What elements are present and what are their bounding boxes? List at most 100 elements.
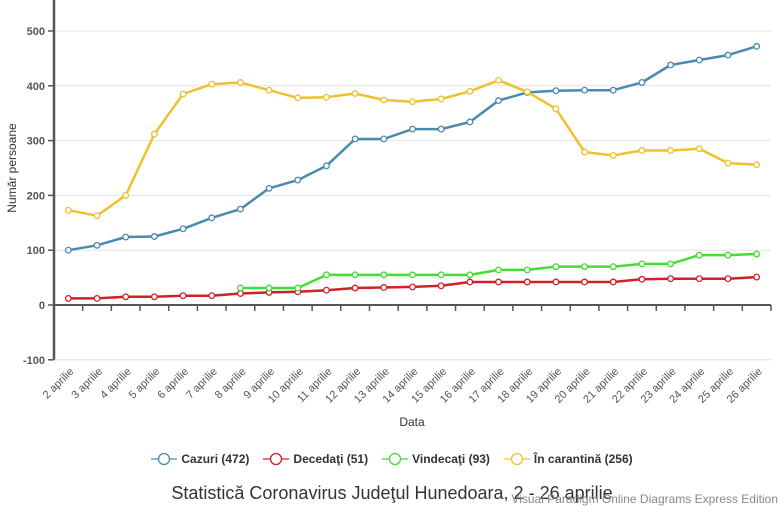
legend-item[interactable]: În carantină (256) (503, 452, 633, 466)
data-point[interactable] (581, 86, 589, 94)
data-point[interactable] (724, 251, 732, 259)
data-point[interactable] (380, 135, 388, 143)
data-point[interactable] (466, 278, 474, 286)
data-point[interactable] (437, 271, 445, 279)
data-point[interactable] (667, 147, 675, 154)
data-point[interactable] (667, 275, 675, 283)
data-point[interactable] (695, 275, 703, 283)
data-point[interactable] (523, 278, 531, 286)
data-point[interactable] (150, 233, 158, 240)
data-point[interactable] (609, 278, 617, 286)
data-point[interactable] (150, 293, 158, 301)
data-point[interactable] (495, 97, 502, 105)
data-point[interactable] (552, 87, 560, 95)
data-point[interactable] (64, 294, 72, 302)
data-point[interactable] (466, 118, 474, 126)
data-point[interactable] (638, 147, 646, 154)
data-point[interactable] (93, 241, 101, 249)
data-point[interactable] (409, 125, 416, 133)
legend-item[interactable]: Decedaţi (51) (263, 452, 368, 466)
data-point[interactable] (93, 294, 101, 302)
data-point[interactable] (323, 271, 330, 279)
data-point[interactable] (638, 260, 646, 268)
data-point[interactable] (609, 263, 617, 271)
data-point[interactable] (236, 290, 244, 297)
data-point[interactable] (351, 271, 359, 279)
data-point[interactable] (351, 284, 359, 292)
data-point[interactable] (294, 284, 302, 292)
data-point[interactable] (122, 191, 130, 199)
data-point[interactable] (695, 145, 703, 153)
data-point[interactable] (265, 284, 273, 292)
data-point[interactable] (667, 260, 675, 268)
data-point[interactable] (265, 184, 273, 192)
data-point[interactable] (581, 278, 589, 286)
data-point[interactable] (638, 79, 646, 86)
data-point[interactable] (294, 176, 302, 184)
data-point[interactable] (609, 86, 617, 94)
data-point[interactable] (552, 278, 560, 286)
data-point[interactable] (695, 56, 703, 64)
data-point[interactable] (581, 263, 589, 271)
data-point[interactable] (93, 212, 101, 220)
x-axis-title: Data (399, 415, 425, 429)
data-point[interactable] (495, 266, 502, 274)
data-point[interactable] (380, 271, 388, 279)
data-point[interactable] (236, 284, 244, 292)
data-point[interactable] (179, 225, 187, 233)
data-point[interactable] (323, 162, 330, 170)
data-point[interactable] (753, 250, 761, 258)
data-point[interactable] (638, 275, 646, 283)
data-point[interactable] (466, 87, 474, 95)
data-point[interactable] (753, 42, 761, 50)
data-point[interactable] (122, 233, 130, 241)
data-point[interactable] (724, 275, 732, 283)
data-point[interactable] (179, 292, 187, 300)
gridlines (54, 30, 771, 361)
data-point[interactable] (724, 51, 732, 59)
data-point[interactable] (64, 206, 72, 214)
data-point[interactable] (179, 90, 187, 98)
data-point[interactable] (753, 273, 761, 281)
data-point[interactable] (380, 96, 388, 104)
watermark: Visual Paradigm Online Diagrams Express … (511, 492, 778, 506)
data-point[interactable] (437, 282, 445, 290)
data-point[interactable] (409, 271, 416, 279)
data-point[interactable] (466, 271, 474, 279)
data-point[interactable] (122, 293, 130, 301)
data-point[interactable] (208, 214, 216, 222)
data-point[interactable] (437, 125, 445, 133)
data-point[interactable] (495, 278, 502, 286)
data-point[interactable] (523, 266, 531, 274)
data-point[interactable] (667, 61, 675, 69)
data-point[interactable] (724, 159, 732, 167)
data-point[interactable] (236, 205, 244, 213)
data-point[interactable] (208, 80, 216, 88)
data-point[interactable] (150, 130, 158, 138)
data-point[interactable] (753, 161, 761, 169)
data-point[interactable] (409, 283, 416, 291)
data-point[interactable] (323, 93, 330, 101)
x-tick-label: 2 aprilie (41, 366, 77, 402)
data-point[interactable] (552, 263, 560, 271)
data-point[interactable] (437, 95, 445, 103)
x-tick-label: 6 aprilie (155, 366, 191, 402)
data-point[interactable] (609, 151, 617, 159)
data-point[interactable] (409, 98, 416, 106)
data-point[interactable] (351, 135, 359, 143)
data-point[interactable] (265, 86, 273, 94)
data-point[interactable] (64, 246, 72, 254)
data-point[interactable] (523, 88, 531, 96)
data-point[interactable] (380, 284, 388, 291)
data-point[interactable] (495, 76, 502, 84)
data-point[interactable] (581, 148, 589, 156)
data-point[interactable] (695, 251, 703, 259)
data-point[interactable] (208, 292, 216, 300)
data-point[interactable] (294, 94, 302, 102)
legend-item[interactable]: Vindecaţi (93) (382, 452, 490, 466)
data-point[interactable] (351, 90, 359, 97)
data-point[interactable] (552, 105, 560, 113)
legend-item[interactable]: Cazuri (472) (151, 452, 249, 466)
data-point[interactable] (236, 79, 244, 86)
data-point[interactable] (323, 286, 330, 294)
